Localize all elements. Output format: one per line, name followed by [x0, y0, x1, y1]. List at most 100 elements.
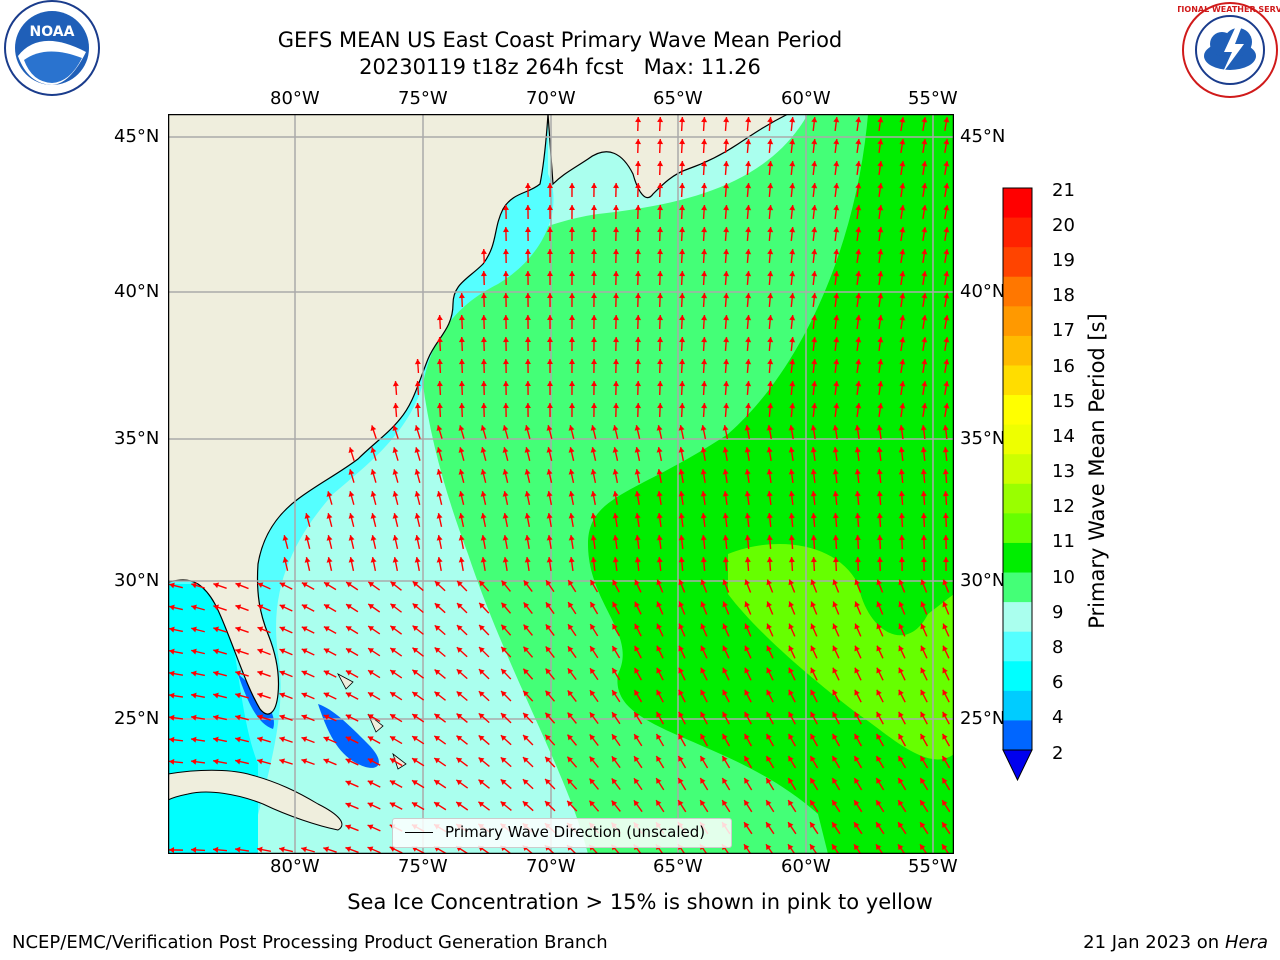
direction-arrow-head [635, 183, 642, 189]
direction-arrow-head [877, 227, 884, 233]
direction-arrow-head [657, 293, 664, 299]
direction-arrow-head [523, 712, 529, 719]
direction-arrow-head [767, 117, 774, 123]
direction-arrow-head [635, 139, 642, 145]
direction-arrow-head [257, 626, 264, 633]
direction-arrow-head [833, 403, 840, 409]
direction-arrow-head [788, 447, 795, 453]
direction-arrow-head [590, 513, 597, 519]
direction-arrow-head [855, 359, 862, 365]
direction-arrow-head [854, 667, 860, 674]
direction-arrow-head [876, 645, 882, 652]
direction-arrow-head [943, 183, 950, 189]
direction-arrow-head [810, 689, 816, 696]
direction-arrow-head [700, 800, 706, 806]
direction-arrow-head [368, 581, 375, 588]
direction-arrow-head [920, 755, 926, 762]
direction-arrow-head [434, 603, 441, 609]
svg-text:NATIONAL WEATHER SERVICE: NATIONAL WEATHER SERVICE [1178, 5, 1280, 14]
direction-arrow-head [920, 601, 926, 608]
direction-arrow-head [390, 714, 396, 720]
direction-arrow-head [920, 778, 926, 784]
direction-arrow-head [943, 315, 950, 321]
direction-arrow-head [613, 183, 620, 189]
direction-arrow-head [766, 491, 773, 497]
direction-arrow-head [436, 337, 443, 343]
direction-arrow-head [921, 293, 928, 299]
direction-arrow-head [811, 381, 818, 387]
direction-arrow-head [657, 403, 664, 409]
direction-arrow-head [876, 623, 882, 630]
direction-arrow-head [213, 670, 219, 677]
direction-arrow-head [855, 403, 862, 409]
lon-label-bottom: 70°W [526, 856, 576, 877]
direction-arrow-head [876, 800, 882, 806]
direction-arrow-head [436, 557, 443, 563]
direction-arrow-head [701, 205, 708, 211]
direction-arrow-head [877, 161, 884, 167]
direction-arrow-head [326, 557, 333, 563]
direction-arrow-head [569, 337, 576, 343]
direction-arrow-head [876, 469, 883, 475]
direction-arrow-head [898, 491, 905, 497]
direction-arrow-head [589, 690, 596, 697]
direction-arrow-head [788, 844, 794, 851]
lon-label-bottom: 60°W [781, 856, 831, 877]
direction-arrow-head [235, 648, 242, 655]
direction-arrow-head [942, 755, 948, 762]
direction-arrow-head [634, 712, 640, 718]
direction-arrow-head [367, 736, 374, 742]
direction-arrow-head [877, 249, 884, 255]
direction-arrow-head [524, 513, 531, 519]
direction-arrow-head [656, 800, 662, 806]
lat-label-right: 25°N [960, 708, 1006, 729]
direction-arrow-head [348, 513, 355, 519]
map-border [167, 113, 955, 855]
direction-arrow-head [788, 557, 795, 563]
direction-arrow-head [611, 734, 618, 741]
direction-arrow-head [876, 535, 883, 541]
direction-arrow-head [744, 425, 751, 431]
direction-arrow-head [304, 557, 311, 563]
direction-arrow-head [500, 713, 507, 719]
direction-arrow-head [501, 646, 507, 653]
colorbar-label: Primary Wave Mean Period [s] [1085, 313, 1109, 629]
direction-arrow-head [854, 557, 861, 563]
direction-arrow-head [524, 183, 531, 189]
direction-arrow-head [679, 183, 686, 189]
direction-arrow-head [390, 692, 396, 698]
direction-arrow-head [744, 491, 751, 497]
direction-arrow-head [546, 337, 553, 343]
direction-arrow-head [634, 734, 640, 740]
direction-arrow-head [368, 648, 374, 654]
direction-arrow-head [744, 844, 750, 851]
direction-arrow-head [656, 778, 662, 784]
direction-arrow-head [569, 293, 576, 299]
direction-arrow-head [810, 623, 816, 630]
direction-arrow-head [700, 425, 707, 431]
direction-arrow-head [634, 425, 641, 431]
direction-arrow-head [235, 714, 241, 721]
direction-arrow-head [656, 425, 663, 431]
lat-label-right: 40°N [960, 281, 1006, 302]
colorbar [1000, 186, 1040, 786]
direction-arrow-head [568, 580, 574, 586]
noaa-logo: NOAA [0, 0, 104, 100]
direction-arrow-head [789, 183, 796, 189]
direction-arrow-head [613, 205, 620, 211]
direction-arrow-head [635, 403, 642, 409]
direction-arrow-head [612, 425, 619, 431]
direction-arrow-head [943, 403, 950, 409]
direction-arrow-head [345, 736, 352, 742]
direction-arrow-head [943, 359, 950, 365]
direction-arrow-head [546, 249, 553, 255]
direction-arrow-head [656, 733, 662, 740]
direction-arrow-head [456, 669, 463, 675]
direction-arrow-head [567, 690, 574, 697]
direction-arrow-head [810, 800, 816, 806]
direction-arrow-head [523, 602, 530, 609]
direction-arrow-head [546, 183, 553, 189]
direction-arrow-head [545, 602, 552, 609]
direction-arrow-head [478, 713, 485, 719]
direction-arrow-head [876, 579, 883, 586]
